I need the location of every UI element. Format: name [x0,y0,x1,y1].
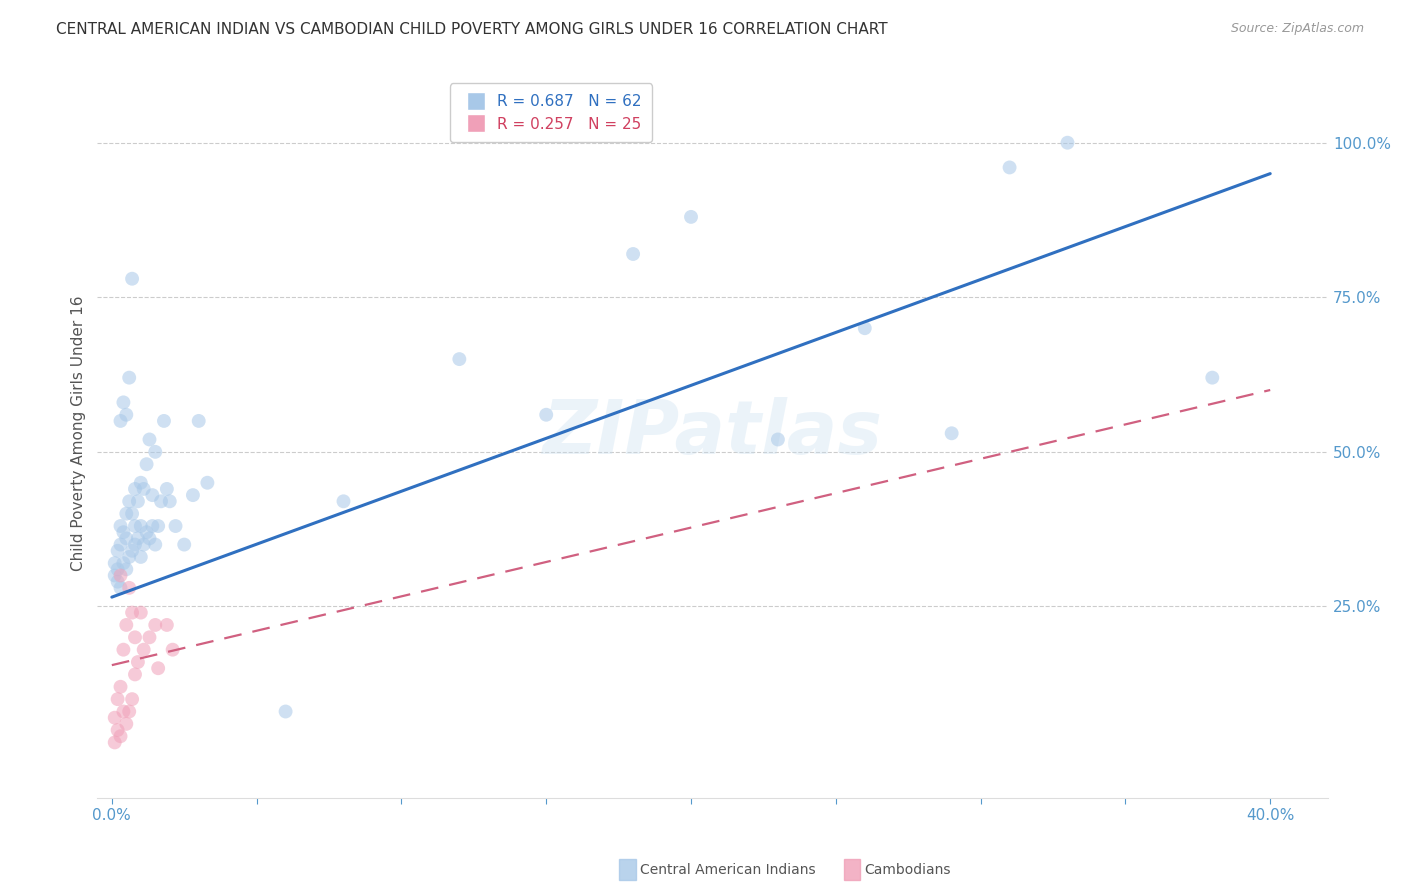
Point [121,692,143,706]
Point [135,525,157,540]
Point [129,475,152,490]
Point [853,321,876,335]
Point [679,210,702,224]
Point [146,519,169,533]
Point [332,494,354,508]
Point [138,630,160,644]
Point [129,606,152,620]
Point [129,549,152,564]
Point [112,642,135,657]
Point [110,538,132,552]
Point [110,680,132,694]
Point [124,519,146,533]
Point [449,352,471,367]
Point [115,562,138,576]
Point [107,723,129,737]
Point [132,642,155,657]
Point [118,370,141,384]
Point [110,568,132,582]
Point [138,433,160,447]
Point [115,532,138,546]
Point [118,549,141,564]
Point [121,271,143,285]
Point [112,525,135,540]
Point [115,717,138,731]
Text: Source: ZipAtlas.com: Source: ZipAtlas.com [1230,22,1364,36]
Bar [844,859,860,880]
Point [143,618,166,632]
Y-axis label: Child Poverty Among Girls Under 16: Child Poverty Among Girls Under 16 [72,295,86,571]
Point [112,556,135,570]
Point [118,705,141,719]
Point [127,494,149,508]
Point [1056,136,1078,150]
Point [132,538,155,552]
Point [141,488,163,502]
Legend: R = 0.687   N = 62, R = 0.257   N = 25: R = 0.687 N = 62, R = 0.257 N = 25 [450,84,652,143]
Point [150,494,173,508]
Point [766,433,789,447]
Point [138,532,160,546]
Point [165,519,187,533]
Point [124,630,146,644]
Point [274,705,297,719]
Point [146,661,169,675]
Point [173,538,195,552]
Point [121,507,143,521]
Point [115,408,138,422]
Bar [619,859,636,880]
Point [127,532,149,546]
Point [153,414,176,428]
Point [112,705,135,719]
Point [162,642,184,657]
Point [181,488,204,502]
Point [110,519,132,533]
Point [197,475,219,490]
Point [187,414,209,428]
Point [143,445,166,459]
Point [143,538,166,552]
Point [124,482,146,496]
Point [115,507,138,521]
Point [135,457,157,471]
Point [110,414,132,428]
Text: Central American Indians: Central American Indians [640,863,815,877]
Point [124,538,146,552]
Point [159,494,181,508]
Point [110,581,132,595]
Point [621,247,644,261]
Point [127,655,149,669]
Point [110,729,132,743]
Point [129,519,152,533]
Point [1201,370,1223,384]
Point [107,562,129,576]
Point [104,711,127,725]
Point [121,606,143,620]
Point [156,482,179,496]
Point [115,618,138,632]
Point [121,543,143,558]
Point [941,426,963,441]
Text: ZIPatlas: ZIPatlas [543,397,883,470]
Point [124,667,146,681]
Point [118,581,141,595]
Point [104,735,127,749]
Point [104,556,127,570]
Point [132,482,155,496]
Point [141,519,163,533]
Point [112,395,135,409]
Text: CENTRAL AMERICAN INDIAN VS CAMBODIAN CHILD POVERTY AMONG GIRLS UNDER 16 CORRELAT: CENTRAL AMERICAN INDIAN VS CAMBODIAN CHI… [56,22,887,37]
Point [107,574,129,589]
Point [107,543,129,558]
Point [104,568,127,582]
Point [156,618,179,632]
Point [998,161,1021,175]
Point [107,692,129,706]
Point [534,408,557,422]
Text: Cambodians: Cambodians [865,863,952,877]
Point [118,494,141,508]
